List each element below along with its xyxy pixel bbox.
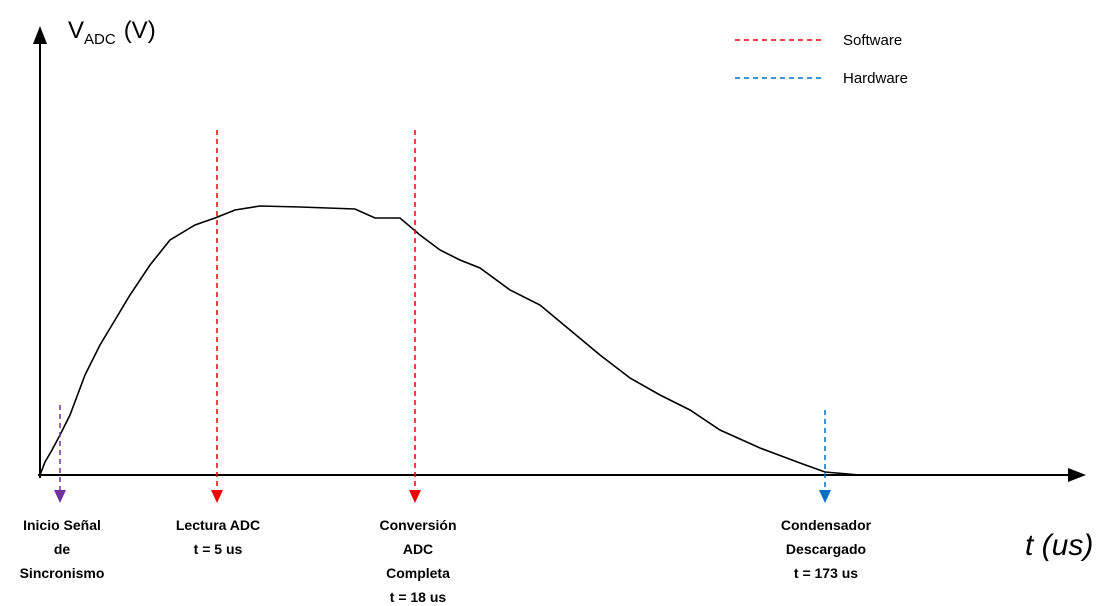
page: VADC(V) t (us) Software Hardware Inicio …: [0, 0, 1108, 606]
marker-label: Descargado: [786, 541, 866, 557]
y-label-sub: ADC: [84, 31, 116, 48]
marker-label: Condensador: [781, 517, 872, 533]
discharge-arrow: [819, 490, 831, 503]
marker-label: t = 173 us: [794, 565, 858, 581]
marker-label: Inicio Señal: [23, 517, 101, 533]
conv-arrow: [409, 490, 421, 503]
marker-label: ADC: [403, 541, 433, 557]
diagram: VADC(V) t (us) Software Hardware Inicio …: [0, 0, 1108, 606]
legend-label: Software: [843, 32, 902, 49]
marker-label: Conversión: [379, 517, 456, 533]
y-label-unit: (V): [124, 17, 156, 44]
marker-label: Completa: [386, 565, 450, 581]
marker-label: t = 5 us: [194, 541, 243, 557]
marker-label: Sincronismo: [20, 565, 105, 581]
y-arrow: [33, 26, 47, 44]
sync-arrow: [54, 490, 66, 503]
legend-label: Hardware: [843, 70, 908, 87]
y-label-main: V: [68, 17, 84, 44]
read-arrow: [211, 490, 223, 503]
marker-label: de: [54, 541, 71, 557]
marker-label: Lectura ADC: [176, 517, 260, 533]
x-axis-label: t (us): [1025, 529, 1093, 562]
x-arrow: [1068, 468, 1086, 482]
y-axis-label: VADC (V): [68, 17, 156, 48]
marker-label: t = 18 us: [390, 589, 447, 605]
waveform: [40, 206, 860, 475]
